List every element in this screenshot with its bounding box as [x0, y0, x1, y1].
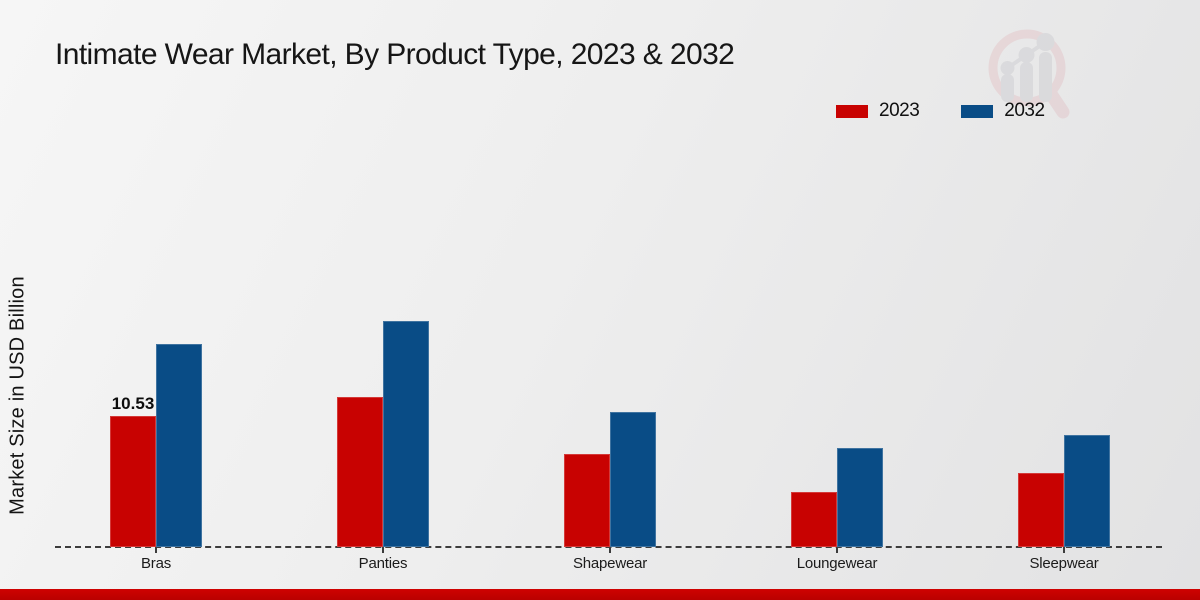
legend-label-2023: 2023 [879, 100, 920, 121]
legend: 2023 2032 [836, 100, 1045, 122]
category-label-panties: Panties [358, 555, 408, 572]
x-axis-tick [609, 547, 611, 553]
category-label-bras: Bras [140, 555, 172, 572]
bar-2032-sleepwear [1064, 435, 1110, 547]
category-label-loungewear: Loungewear [796, 555, 878, 572]
legend-swatch-2023 [836, 104, 868, 118]
chart-title: Intimate Wear Market, By Product Type, 2… [55, 38, 735, 71]
x-axis-tick [382, 547, 384, 553]
x-axis-tick [1063, 547, 1065, 553]
bar-2032-bras [156, 344, 202, 547]
bar-2023-panties [337, 397, 383, 547]
x-axis-tick [836, 547, 838, 553]
category-label-sleepwear: Sleepwear [1029, 555, 1099, 572]
x-axis-tick [155, 547, 157, 553]
legend-item-2023: 2023 [836, 100, 920, 122]
legend-item-2032: 2032 [961, 100, 1045, 122]
bar-value-label: 10.53 [111, 394, 155, 413]
bottom-accent-bar [0, 589, 1200, 600]
x-axis-baseline [55, 546, 1162, 548]
bar-2032-loungewear [837, 448, 883, 547]
bar-2032-panties [383, 321, 429, 547]
brand-logo-watermark-icon [988, 29, 1070, 119]
bar-2032-shapewear [610, 412, 656, 547]
legend-label-2032: 2032 [1004, 100, 1045, 121]
legend-swatch-2032 [961, 104, 994, 118]
bar-2023-shapewear [564, 454, 610, 547]
bar-2023-bras [110, 416, 156, 547]
bar-2023-sleepwear [1018, 473, 1064, 547]
category-label-shapewear: Shapewear [572, 555, 648, 572]
bar-2023-loungewear [791, 492, 837, 547]
